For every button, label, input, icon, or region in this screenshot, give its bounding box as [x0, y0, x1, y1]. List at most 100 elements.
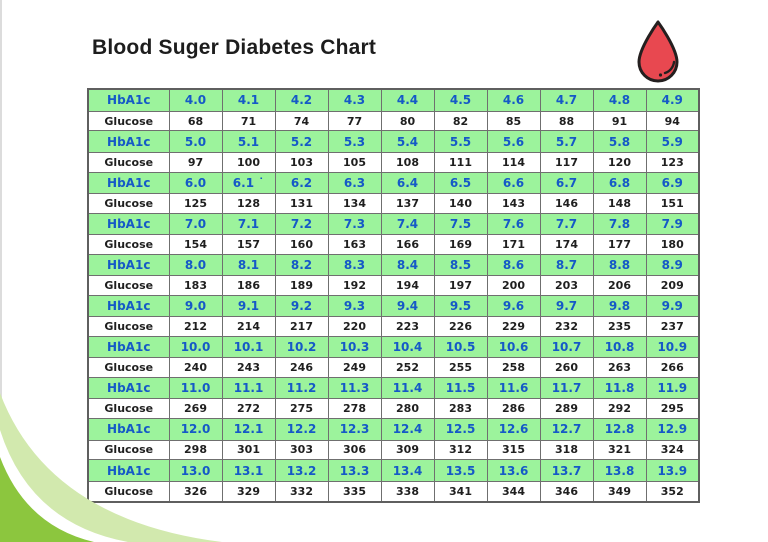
row-cell: 9.0	[168, 294, 223, 318]
table-row: Glucose 154 157 160 163 166 169 171 174 177 180	[87, 234, 700, 255]
row-cell: 114	[486, 151, 541, 173]
row-cell: 203	[539, 275, 594, 296]
row-cell: 5.1	[221, 130, 276, 153]
row-cell: 5.6	[486, 130, 541, 153]
row-label: HbA1c	[87, 294, 170, 318]
row-cell: 194	[380, 275, 435, 296]
row-cell: 318	[539, 439, 594, 461]
row-cell: 131	[274, 192, 329, 214]
row-cell: 125	[168, 192, 223, 214]
row-label: HbA1c	[87, 253, 170, 277]
table-row: HbA1c 9.0 9.1 9.2 9.3 9.4 9.5 9.6 9.7 9.8 9.9	[87, 294, 700, 318]
row-cell: 163	[327, 234, 382, 255]
row-cell: 237	[645, 316, 700, 337]
row-cell: 85	[486, 110, 541, 132]
row-cell: 108	[380, 151, 435, 173]
row-cell: 6.3	[327, 171, 382, 194]
row-cell: 10.7	[539, 335, 594, 359]
row-cell: 9.6	[486, 294, 541, 318]
row-cell: 186	[221, 275, 276, 296]
row-cell: 289	[539, 398, 594, 420]
row-cell: 128	[221, 192, 276, 214]
table-row: Glucose 240 243 246 249 252 255 258 260 263 266	[87, 357, 700, 379]
row-cell: 12.1	[221, 418, 276, 441]
row-cell: 12.2	[274, 418, 329, 441]
row-cell: 335	[327, 480, 382, 503]
row-cell: 180	[645, 234, 700, 255]
row-cell: 220	[327, 316, 382, 337]
row-cell: 183	[168, 275, 223, 296]
row-cell: 269	[168, 398, 223, 420]
row-cell: 9.1	[221, 294, 276, 318]
row-cell: 7.3	[327, 212, 382, 236]
row-cell: 197	[433, 275, 488, 296]
row-cell: 240	[168, 357, 223, 379]
row-cell: 6.1 ˙	[221, 171, 276, 194]
row-cell: 326	[168, 480, 223, 503]
row-cell: 315	[486, 439, 541, 461]
row-cell: 117	[539, 151, 594, 173]
row-cell: 103	[274, 151, 329, 173]
row-cell: 295	[645, 398, 700, 420]
row-cell: 5.7	[539, 130, 594, 153]
row-cell: 11.5	[433, 377, 488, 400]
row-cell: 71	[221, 110, 276, 132]
row-cell: 9.8	[592, 294, 647, 318]
row-cell: 82	[433, 110, 488, 132]
row-cell: 5.0	[168, 130, 223, 153]
table-row: HbA1c 7.0 7.1 7.2 7.3 7.4 7.5 7.6 7.7 7.8 7.9	[87, 212, 700, 236]
row-cell: 344	[486, 480, 541, 503]
row-cell: 12.5	[433, 418, 488, 441]
row-cell: 5.3	[327, 130, 382, 153]
row-cell: 80	[380, 110, 435, 132]
row-cell: 280	[380, 398, 435, 420]
table-row: HbA1c 6.0 6.1 ˙ 6.2 6.3 6.4 6.5 6.6 6.7 6.8 6.9	[87, 171, 700, 194]
blood-drop-icon	[637, 20, 679, 83]
row-label: HbA1c	[87, 130, 170, 153]
row-cell: 148	[592, 192, 647, 214]
row-cell: 123	[645, 151, 700, 173]
row-cell: 12.0	[168, 418, 223, 441]
row-cell: 146	[539, 192, 594, 214]
row-label: Glucose	[87, 480, 170, 503]
row-cell: 100	[221, 151, 276, 173]
row-cell: 157	[221, 234, 276, 255]
row-cell: 13.7	[539, 459, 594, 482]
row-cell: 352	[645, 480, 700, 503]
row-cell: 249	[327, 357, 382, 379]
table-row: Glucose 326 329 332 335 338 341 344 346 349 352	[87, 480, 700, 503]
row-label: HbA1c	[87, 212, 170, 236]
row-label: Glucose	[87, 151, 170, 173]
row-cell: 252	[380, 357, 435, 379]
row-cell: 13.9	[645, 459, 700, 482]
row-cell: 4.5	[433, 88, 488, 112]
row-cell: 7.7	[539, 212, 594, 236]
row-cell: 10.9	[645, 335, 700, 359]
row-cell: 232	[539, 316, 594, 337]
row-cell: 11.3	[327, 377, 382, 400]
row-cell: 5.4	[380, 130, 435, 153]
row-cell: 309	[380, 439, 435, 461]
row-cell: 9.9	[645, 294, 700, 318]
row-cell: 12.7	[539, 418, 594, 441]
row-cell: 229	[486, 316, 541, 337]
row-cell: 10.6	[486, 335, 541, 359]
row-cell: 140	[433, 192, 488, 214]
row-label: HbA1c	[87, 418, 170, 441]
row-cell: 4.0	[168, 88, 223, 112]
row-cell: 91	[592, 110, 647, 132]
row-cell: 324	[645, 439, 700, 461]
row-cell: 11.4	[380, 377, 435, 400]
row-cell: 12.9	[645, 418, 700, 441]
row-cell: 88	[539, 110, 594, 132]
row-cell: 263	[592, 357, 647, 379]
row-cell: 177	[592, 234, 647, 255]
row-cell: 7.0	[168, 212, 223, 236]
row-cell: 235	[592, 316, 647, 337]
row-cell: 4.2	[274, 88, 329, 112]
row-cell: 8.9	[645, 253, 700, 277]
row-cell: 258	[486, 357, 541, 379]
row-cell: 8.7	[539, 253, 594, 277]
row-cell: 12.6	[486, 418, 541, 441]
